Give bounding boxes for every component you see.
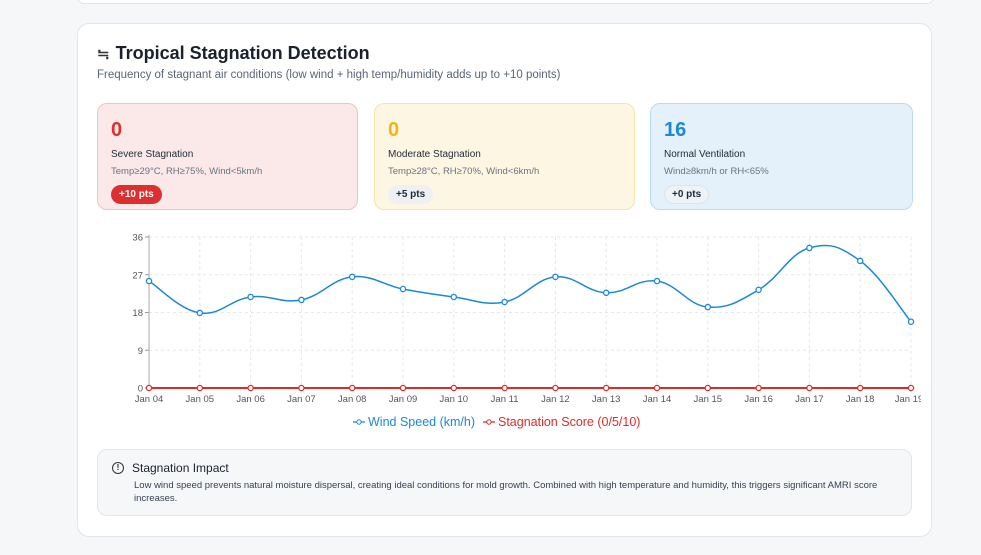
wind-icon: ≒ bbox=[97, 45, 110, 63]
wind-speed-line bbox=[148, 244, 912, 323]
alert-circle-icon: ! bbox=[112, 462, 124, 474]
stagnation-score-point bbox=[907, 384, 915, 392]
x-tick-label: Jan 18 bbox=[846, 394, 875, 405]
stat-count: 0 bbox=[388, 119, 400, 141]
wind-speed-point bbox=[907, 318, 915, 325]
x-tick-label: Jan 09 bbox=[389, 394, 418, 405]
wind-speed-point bbox=[501, 298, 508, 306]
stagnation-score-point bbox=[501, 384, 508, 392]
section-title: ≒ Tropical Stagnation Detection bbox=[97, 43, 370, 64]
wind-speed-point bbox=[196, 309, 204, 317]
wind-speed-point bbox=[602, 289, 610, 297]
stagnation-score-point bbox=[196, 384, 204, 392]
y-tick-label: 27 bbox=[132, 270, 143, 281]
wind-speed-point bbox=[856, 257, 864, 265]
x-tick-label: Jan 14 bbox=[643, 394, 672, 405]
impact-text: Low wind speed prevents natural moisture… bbox=[134, 480, 878, 504]
wind-speed-point bbox=[145, 277, 153, 285]
wind-speed-point bbox=[806, 244, 813, 252]
stat-condition: Temp≥29°C, RH≥75%, Wind<5km/h bbox=[111, 166, 263, 177]
stagnation-score-point bbox=[552, 384, 559, 392]
points-badge: +5 pts bbox=[388, 185, 434, 204]
legend-stagnation-score-marker bbox=[486, 419, 492, 425]
normal-ventilation-card: 16 Normal Ventilation Wind≥8km/h or RH<6… bbox=[650, 103, 913, 210]
wind-speed-point bbox=[298, 296, 305, 304]
legend-wind-speed-label: Wind Speed (km/h) bbox=[368, 415, 475, 429]
wind-speed-point bbox=[653, 277, 661, 285]
wind-speed-point bbox=[704, 303, 712, 311]
stat-label: Normal Ventilation bbox=[664, 149, 746, 160]
wind-speed-point bbox=[247, 293, 254, 301]
stagnation-score-point bbox=[755, 384, 762, 392]
x-tick-label: Jan 07 bbox=[287, 394, 316, 405]
x-tick-label: Jan 04 bbox=[135, 394, 164, 405]
stagnation-score-point bbox=[399, 384, 407, 392]
x-tick-label: Jan 06 bbox=[236, 394, 265, 405]
stagnation-score-point bbox=[653, 384, 661, 392]
stagnation-impact-note: ! Stagnation Impact Low wind speed preve… bbox=[97, 449, 912, 516]
stat-count: 16 bbox=[664, 119, 687, 141]
legend-stagnation-score-label: Stagnation Score (0/5/10) bbox=[498, 415, 640, 429]
x-tick-label: Jan 16 bbox=[744, 394, 773, 405]
stagnation-score-point bbox=[806, 384, 813, 392]
stagnation-score-point bbox=[348, 384, 356, 392]
stagnation-score-point bbox=[704, 384, 712, 392]
x-tick-label: Jan 10 bbox=[440, 394, 469, 405]
wind-speed-point bbox=[755, 286, 762, 294]
previous-card bbox=[77, 0, 934, 4]
stat-label: Moderate Stagnation bbox=[388, 149, 481, 160]
x-tick-label: Jan 12 bbox=[541, 394, 570, 405]
x-tick-label: Jan 08 bbox=[338, 394, 367, 405]
section-subtitle: Frequency of stagnant air conditions (lo… bbox=[97, 69, 561, 81]
stagnation-score-point bbox=[602, 384, 610, 392]
legend-wind-speed-marker bbox=[356, 419, 362, 425]
y-tick-label: 18 bbox=[132, 308, 143, 319]
y-tick-label: 0 bbox=[138, 384, 143, 395]
stagnation-score-point bbox=[856, 384, 864, 392]
x-tick-label: Jan 11 bbox=[491, 394, 519, 405]
x-tick-label: Jan 13 bbox=[592, 394, 621, 405]
x-tick-label: Jan 15 bbox=[694, 394, 723, 405]
stagnation-score-point bbox=[298, 384, 305, 392]
stat-count: 0 bbox=[111, 119, 123, 141]
y-tick-label: 9 bbox=[138, 346, 143, 357]
stat-label: Severe Stagnation bbox=[111, 149, 194, 160]
points-badge: +10 pts bbox=[111, 185, 162, 204]
severe-stagnation-card: 0 Severe Stagnation Temp≥29°C, RH≥75%, W… bbox=[97, 103, 358, 210]
wind-speed-point bbox=[399, 285, 407, 293]
x-tick-label: Jan 17 bbox=[795, 394, 824, 405]
stagnation-score-point bbox=[450, 384, 458, 392]
x-tick-label: Jan 19 bbox=[895, 394, 921, 405]
y-tick-label: 36 bbox=[132, 233, 143, 244]
stagnation-score-point bbox=[145, 384, 153, 392]
stat-condition: Wind≥8km/h or RH<65% bbox=[664, 166, 769, 177]
stat-condition: Temp≥28°C, RH≥70%, Wind<6km/h bbox=[388, 166, 540, 177]
stagnation-card: ≒ Tropical Stagnation Detection Frequenc… bbox=[77, 23, 932, 537]
points-badge: +0 pts bbox=[664, 185, 710, 204]
wind-speed-point bbox=[552, 273, 559, 281]
x-tick-label: Jan 05 bbox=[186, 394, 215, 405]
section-title-text: Tropical Stagnation Detection bbox=[115, 43, 370, 63]
impact-title: Stagnation Impact bbox=[132, 461, 229, 475]
wind-speed-point bbox=[450, 293, 458, 301]
moderate-stagnation-card: 0 Moderate Stagnation Temp≥28°C, RH≥70%,… bbox=[374, 103, 635, 210]
wind-speed-point bbox=[348, 273, 356, 281]
stagnation-score-point bbox=[247, 384, 254, 392]
wind-stagnation-chart: 0 9 18 27 36 Jan 04 Jan 05 Jan 06 Jan 07 Jan 08 Ja… bbox=[132, 233, 921, 430]
